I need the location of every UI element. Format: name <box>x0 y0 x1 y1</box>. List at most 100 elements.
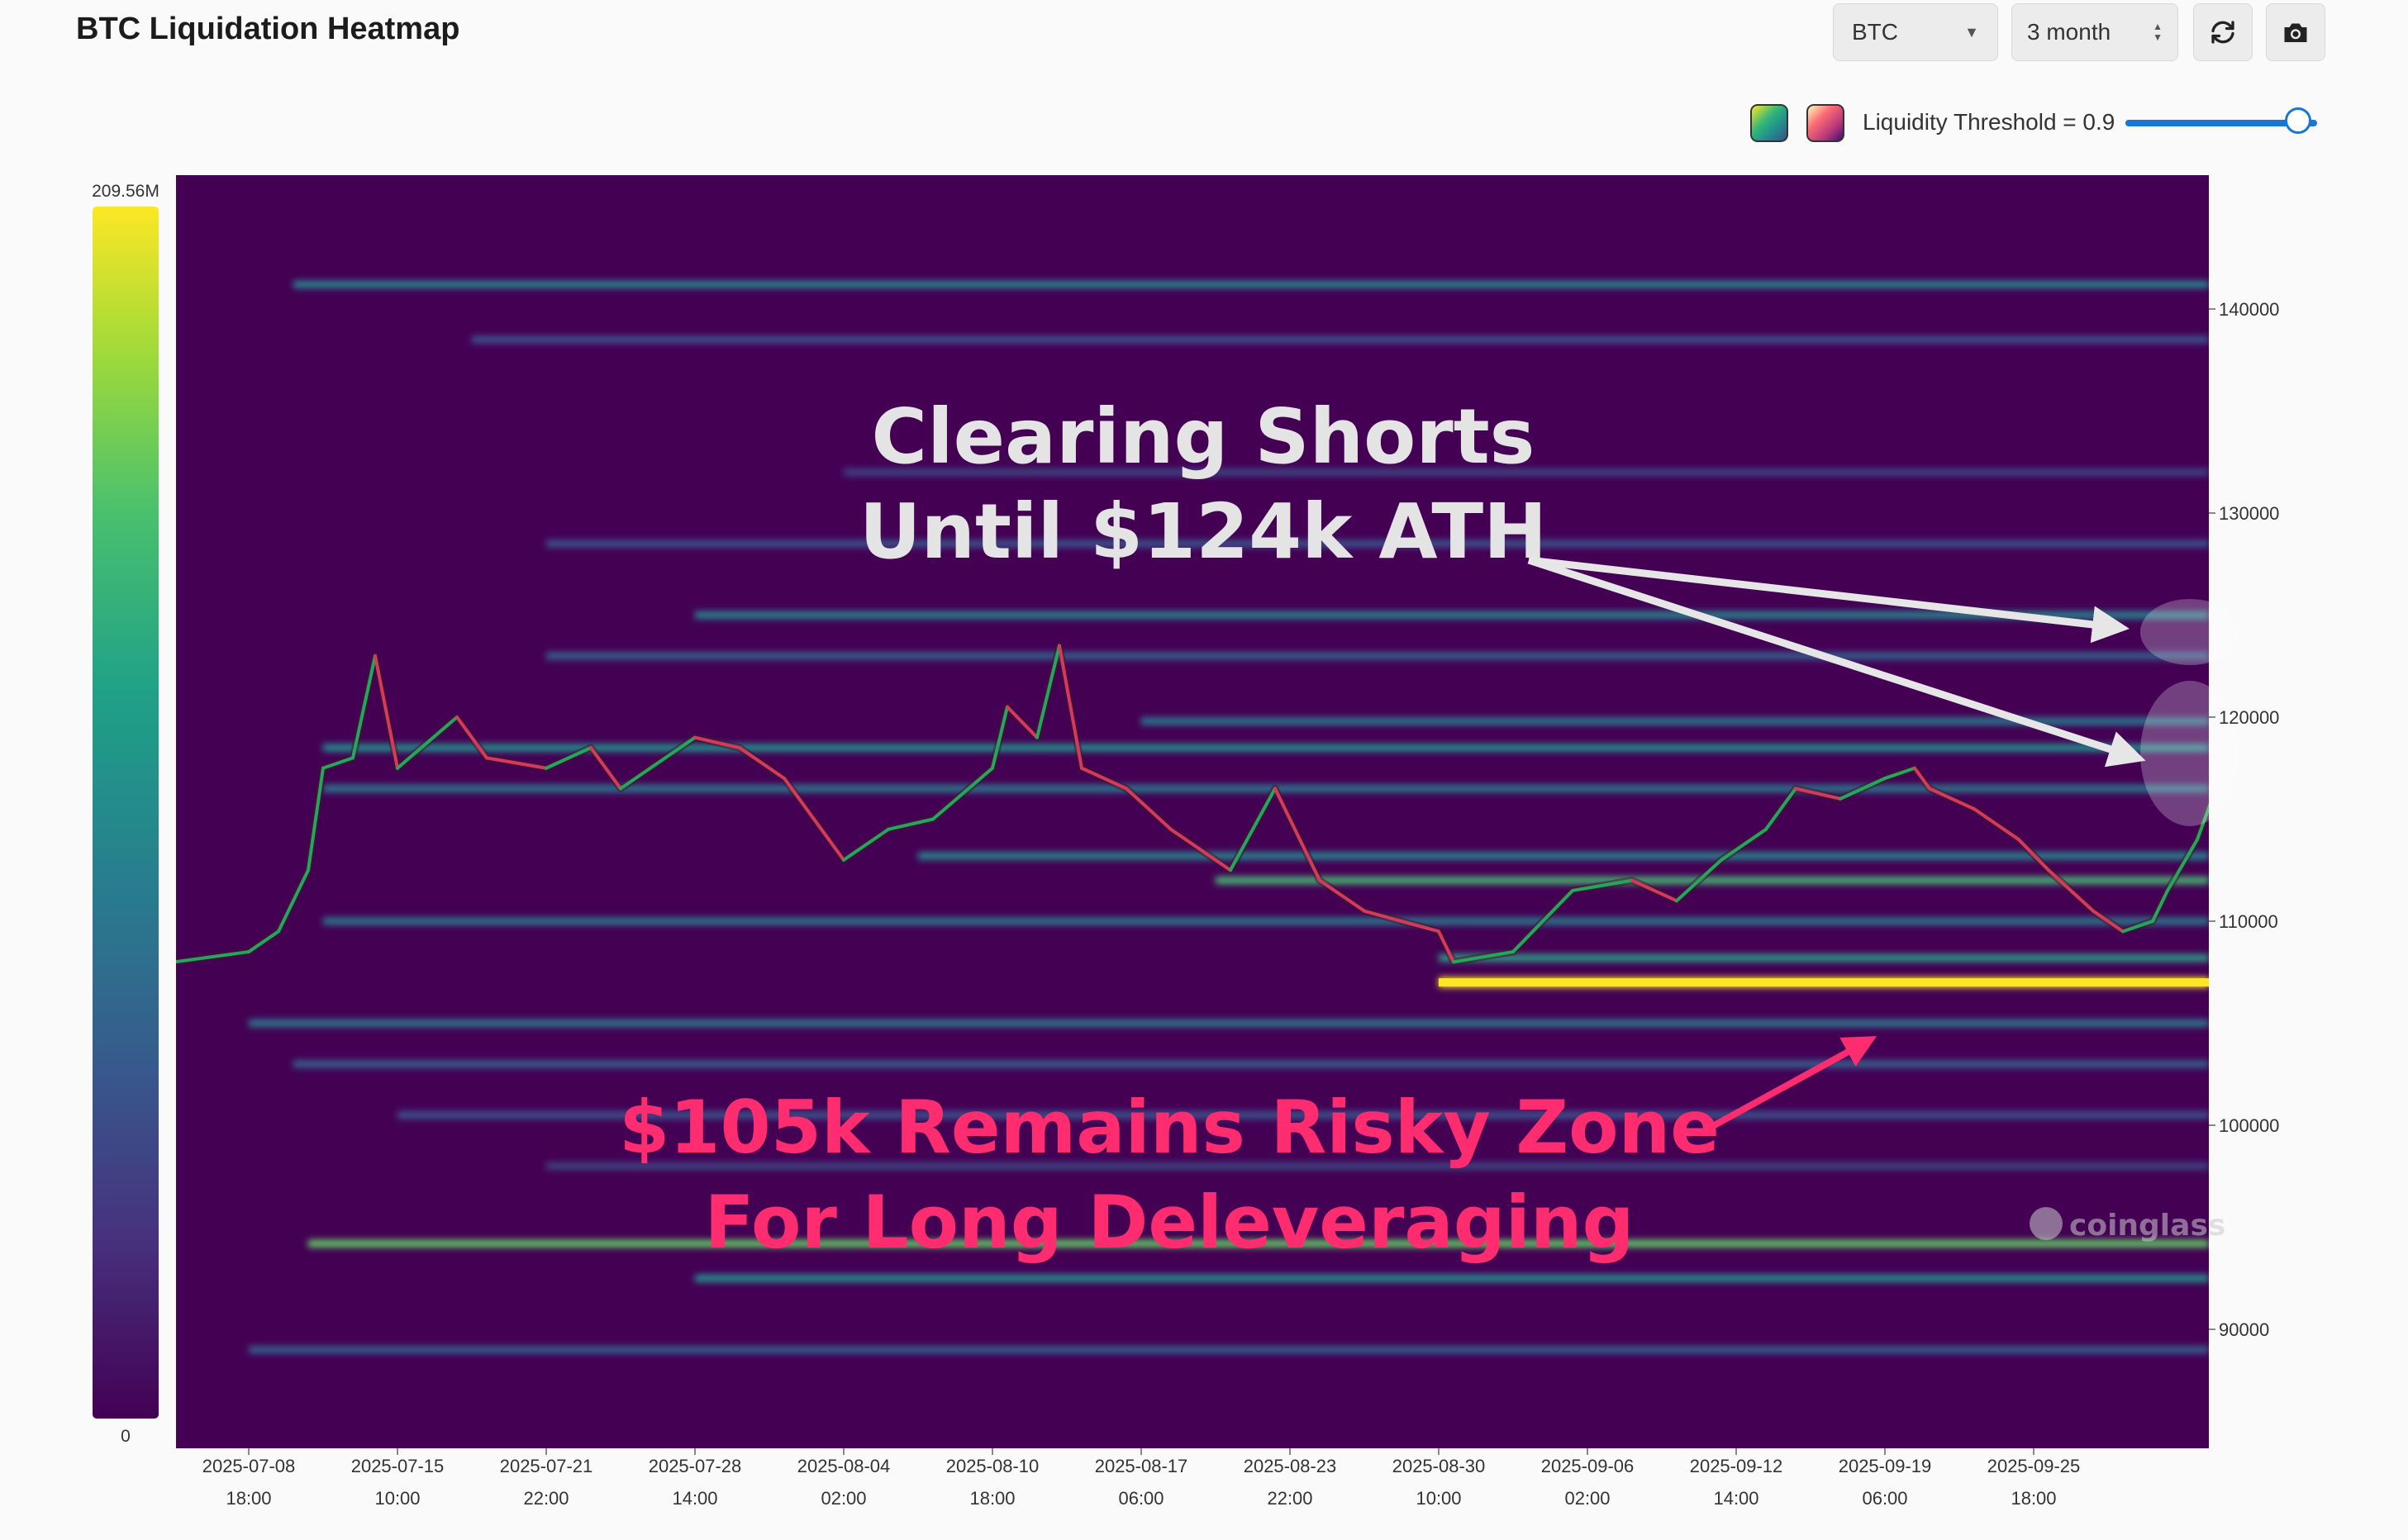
screenshot-button[interactable] <box>2266 3 2325 61</box>
x-tick-time: 10:00 <box>374 1488 420 1509</box>
price-segment <box>1720 827 1768 862</box>
price-segment <box>485 756 548 770</box>
liquidity-band <box>323 917 2209 925</box>
watermark-text: coinglass <box>2069 1209 2225 1243</box>
price-segment <box>693 735 741 750</box>
x-tick-date: 2025-07-15 <box>351 1456 445 1476</box>
x-tick-time: 18:00 <box>2011 1488 2056 1509</box>
price-segment <box>2047 868 2095 913</box>
range-select-value: 3 month <box>2027 19 2111 45</box>
liquidity-band <box>844 468 2209 477</box>
x-tick-date: 2025-09-06 <box>1541 1456 1635 1476</box>
price-segment <box>783 777 830 842</box>
plot-background <box>176 175 2209 1448</box>
y-axis: 140000 130000 120000 110000 100000 90000 <box>2209 299 2279 1340</box>
price-segment <box>1058 644 1083 770</box>
price-segment <box>931 766 994 821</box>
price-segment <box>2121 920 2154 934</box>
price-line <box>176 642 2209 966</box>
liquidity-band <box>323 744 2209 752</box>
price-segment <box>1675 858 1723 903</box>
price-segment <box>842 827 890 862</box>
price-segment <box>589 746 622 791</box>
price-segment <box>1363 909 1440 934</box>
x-tick-time: 22:00 <box>1267 1488 1312 1509</box>
y-tick-label: 120000 <box>2219 707 2279 728</box>
x-axis: 2025-07-08 18:00 2025-07-15 10:00 2025-07-21… <box>202 1448 2080 1509</box>
price-segment <box>1452 950 1515 964</box>
price-segment <box>307 766 325 872</box>
target-ellipse-lower <box>2140 681 2239 826</box>
price-segment <box>738 746 786 781</box>
price-segment <box>1839 777 1887 801</box>
symbol-select[interactable]: BTC ▼ <box>1833 3 1998 61</box>
price-segment <box>351 654 377 760</box>
chevron-down-icon: ▼ <box>1964 23 1979 40</box>
threshold-slider[interactable] <box>2125 107 2317 134</box>
price-segment <box>396 715 459 770</box>
annotation-longs-line2: For Long Deleveraging <box>704 1180 1634 1265</box>
colorbar-min-label: 0 <box>121 1427 131 1446</box>
arrow-to-124k <box>1528 556 2130 644</box>
x-tick-date: 2025-08-30 <box>1392 1456 1486 1476</box>
x-tick-date: 2025-08-04 <box>797 1456 891 1476</box>
price-segment <box>2166 838 2199 892</box>
liquidity-band <box>323 784 2209 792</box>
liquidity-band <box>293 280 2209 288</box>
magma-palette-button[interactable] <box>1806 104 1844 142</box>
price-segment <box>1764 787 1797 831</box>
y-tick-label: 110000 <box>2219 911 2278 932</box>
liquidity-band <box>249 1020 2209 1027</box>
price-segment <box>1006 705 1039 739</box>
arrow-to-120k <box>1527 556 2146 768</box>
price-segment <box>374 654 399 770</box>
liquidity-band <box>546 1162 2209 1170</box>
x-tick-time: 02:00 <box>1564 1488 1610 1509</box>
price-segment <box>619 756 667 791</box>
liquidity-band <box>308 1239 2209 1248</box>
coinglass-logo-icon <box>2030 1207 2063 1240</box>
price-segment <box>1318 878 1366 913</box>
liquidity-band <box>249 1346 2209 1354</box>
camera-icon <box>2284 23 2307 42</box>
x-tick-time: 18:00 <box>226 1488 271 1509</box>
y-tick-label: 90000 <box>2219 1319 2269 1340</box>
slider-thumb[interactable] <box>2284 107 2311 134</box>
price-segment <box>2151 888 2169 923</box>
price-segment <box>1928 787 1976 811</box>
price-segment <box>176 950 250 964</box>
price-segment <box>1125 787 1173 831</box>
symbol-select-value: BTC <box>1852 19 1898 45</box>
price-segment <box>1169 827 1232 872</box>
x-tick-date: 2025-09-12 <box>1690 1456 1783 1476</box>
liquidity-band <box>1216 877 2209 885</box>
price-segment <box>887 817 935 831</box>
price-segment <box>1794 787 1842 801</box>
liquidity-band <box>546 652 2209 660</box>
liquidity-band <box>1141 717 2209 725</box>
refresh-button[interactable] <box>2193 3 2253 61</box>
page-title: BTC Liquidation Heatmap <box>76 12 460 46</box>
x-tick-time: 18:00 <box>969 1488 1015 1509</box>
price-segment <box>2196 802 2209 842</box>
range-select[interactable]: 3 month ▲ ▼ <box>2011 3 2178 61</box>
annotation-shorts-line1: Clearing Shorts <box>872 392 1535 481</box>
price-segment <box>1630 878 1678 903</box>
x-tick-time: 14:00 <box>672 1488 717 1509</box>
x-tick-date: 2025-07-28 <box>649 1456 742 1476</box>
viridis-palette-button[interactable] <box>1750 104 1788 142</box>
y-tick-label: 130000 <box>2219 503 2279 524</box>
liquidity-band-core <box>1439 978 2209 987</box>
threshold-controls: Liquidity Threshold = 0.9 <box>1750 101 2329 147</box>
x-tick-date: 2025-09-19 <box>1839 1456 1932 1476</box>
liquidity-bands <box>249 280 2209 1354</box>
liquidity-band <box>695 611 2209 619</box>
liquidity-band <box>1439 953 2209 962</box>
liquidity-band <box>397 1111 2209 1119</box>
price-segment <box>1913 766 1931 791</box>
annotation-longs-line1: $105k Remains Risky Zone <box>619 1085 1720 1170</box>
colorbar-max-label: 209.56M <box>92 182 159 201</box>
arrow-to-105k <box>1701 1036 1877 1135</box>
threshold-label: Liquidity Threshold = 0.9 <box>1863 109 2115 135</box>
